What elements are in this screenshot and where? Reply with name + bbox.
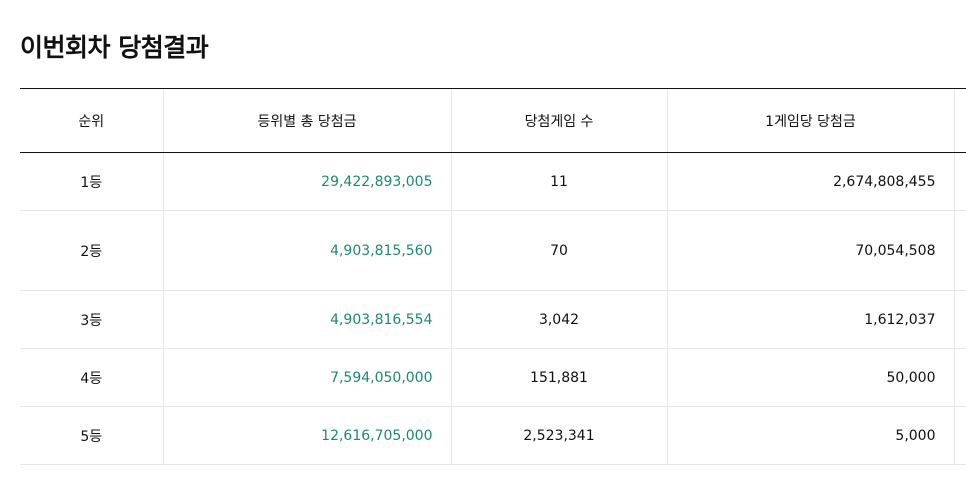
rank-cell: 1등: [20, 152, 163, 211]
table-row: 2등 4,903,815,560 70 70,054,508: [20, 210, 966, 291]
prize-per-game-cell: 1,612,037: [666, 290, 954, 349]
total-prize-cell: 4,903,816,554: [162, 290, 451, 349]
section-title: 이번회차 당첨결과: [20, 33, 209, 62]
rank-cell: 5등: [20, 406, 163, 465]
header-winning-games: 당첨게임 수: [450, 88, 667, 153]
table-row: 5등 12,616,705,000 2,523,341 5,000: [20, 406, 966, 465]
table-row: 1등 29,422,893,005 11 2,674,808,455: [20, 152, 966, 211]
prize-per-game-cell: 5,000: [666, 406, 954, 465]
rank-cell: 2등: [20, 210, 163, 291]
results-table: 순위 등위별 총 당첨금 당첨게임 수 1게임당 당첨금 1등 29,422,8…: [20, 88, 966, 465]
total-prize-cell: 4,903,815,560: [162, 210, 451, 291]
total-prize-cell: 12,616,705,000: [162, 406, 451, 465]
winning-games-cell: 11: [450, 152, 667, 211]
winning-games-cell: 2,523,341: [450, 406, 667, 465]
truncated-cell: [953, 152, 966, 211]
header-total-prize: 등위별 총 당첨금: [162, 88, 451, 153]
prize-per-game-cell: 2,674,808,455: [666, 152, 954, 211]
total-prize-cell: 29,422,893,005: [162, 152, 451, 211]
header-prize-per-game: 1게임당 당첨금: [666, 88, 954, 153]
header-rank: 순위: [20, 88, 163, 153]
truncated-cell: [953, 290, 966, 349]
table-row: 3등 4,903,816,554 3,042 1,612,037: [20, 290, 966, 349]
prize-per-game-cell: 50,000: [666, 348, 954, 407]
total-prize-cell: 7,594,050,000: [162, 348, 451, 407]
table-header-row: 순위 등위별 총 당첨금 당첨게임 수 1게임당 당첨금: [20, 88, 966, 153]
prize-per-game-cell: 70,054,508: [666, 210, 954, 291]
rank-cell: 4등: [20, 348, 163, 407]
truncated-cell: [953, 348, 966, 407]
table-row: 4등 7,594,050,000 151,881 50,000: [20, 348, 966, 407]
truncated-cell: [953, 406, 966, 465]
truncated-cell: [953, 210, 966, 291]
winning-games-cell: 151,881: [450, 348, 667, 407]
rank-cell: 3등: [20, 290, 163, 349]
winning-games-cell: 3,042: [450, 290, 667, 349]
header-truncated-column: [953, 88, 966, 153]
winning-games-cell: 70: [450, 210, 667, 291]
